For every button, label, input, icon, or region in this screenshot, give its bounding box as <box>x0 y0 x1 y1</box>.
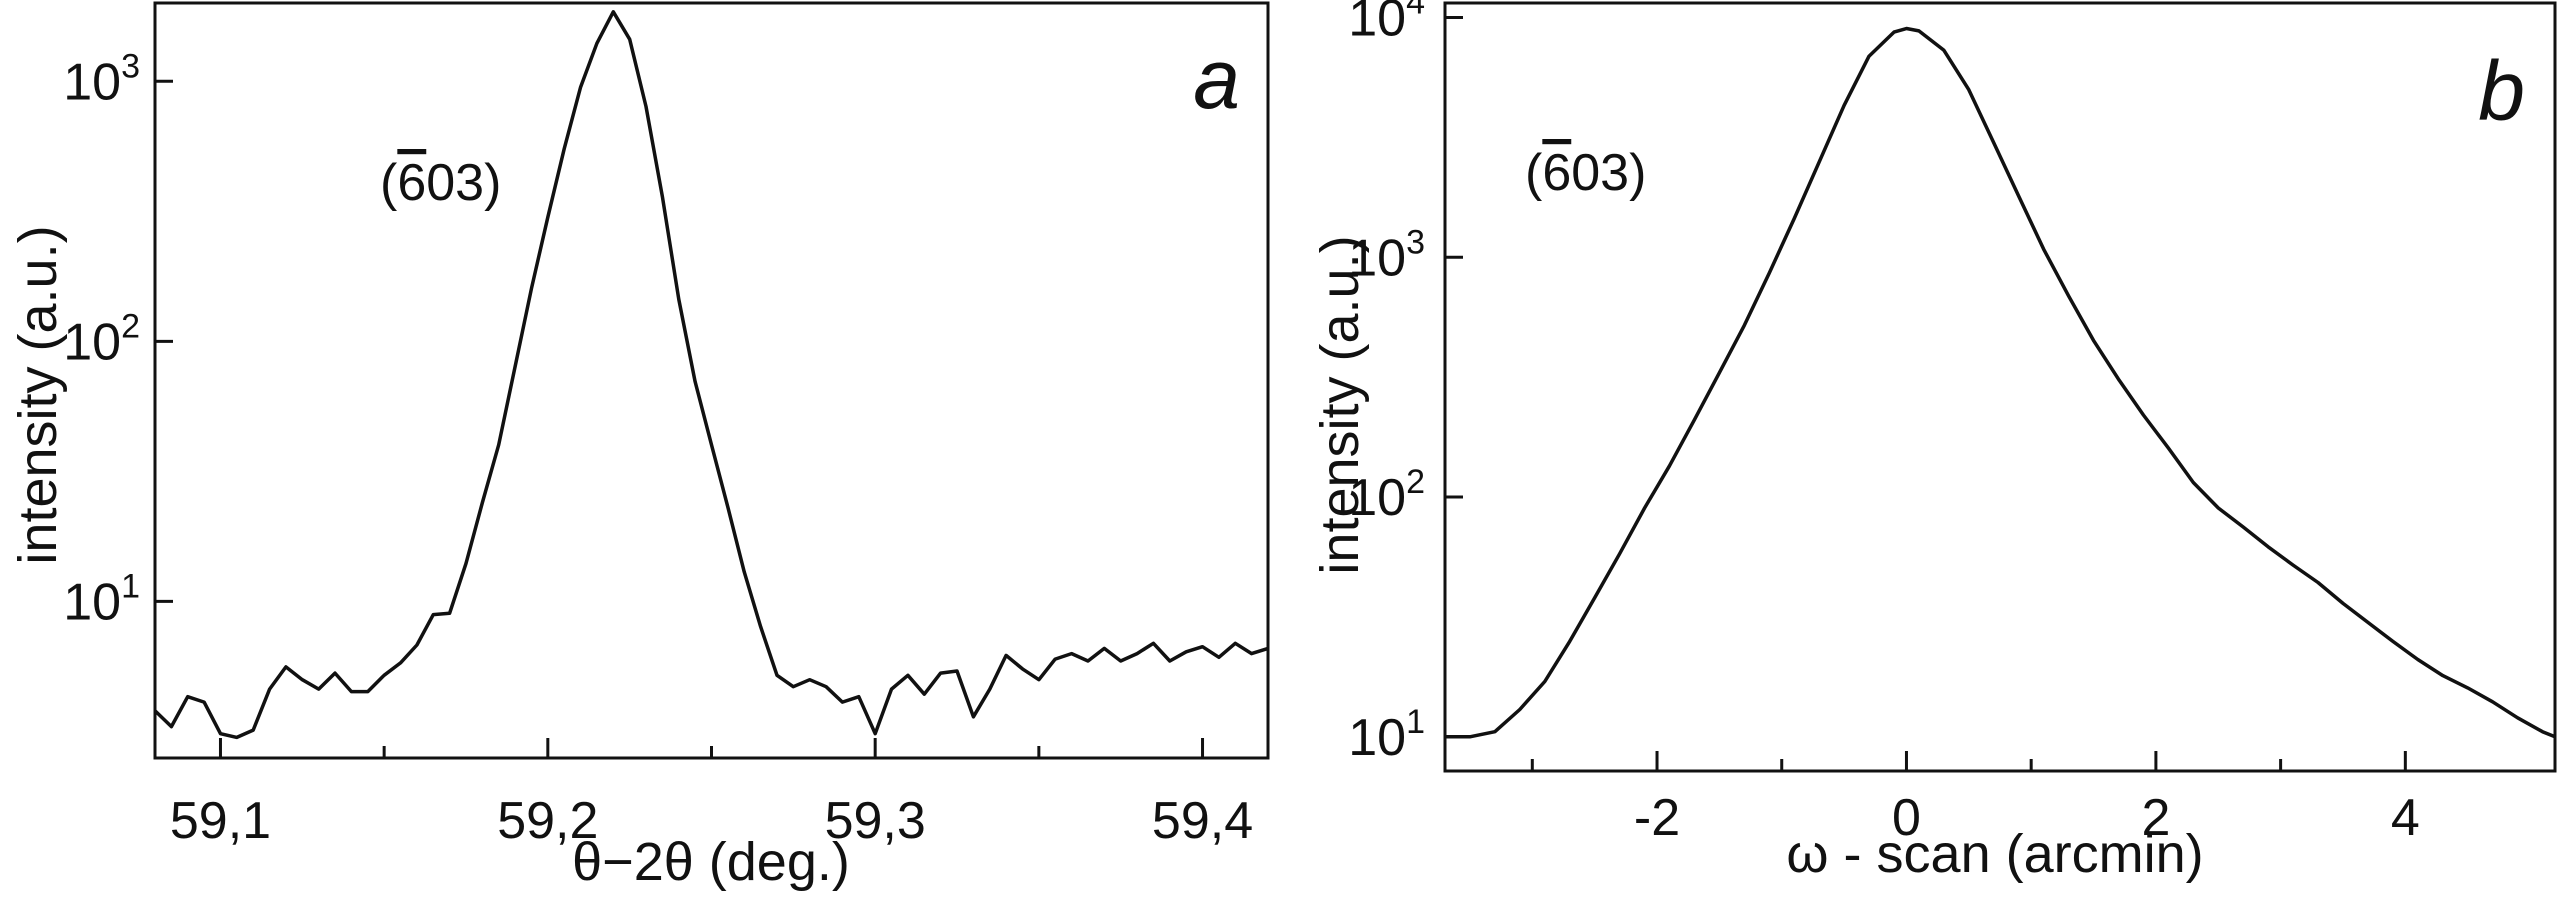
x-tick-label: 4 <box>2391 789 2420 847</box>
panel-a-x-axis-ticks: 59,1 59,2 59,3 59,4 <box>170 738 1253 850</box>
y-tick-label: 104 <box>1348 0 1425 48</box>
panel-b-reflection-annotation: (603) <box>1525 144 1646 202</box>
panel-a-y-axis-ticks: 101 102 103 <box>63 47 173 631</box>
y-tick-label: 101 <box>1348 703 1425 767</box>
x-tick-label: -2 <box>1634 789 1680 847</box>
x-tick-label: 59,2 <box>497 792 598 850</box>
panel-a-plot-frame <box>153 1 1270 760</box>
panel-b-x-axis-ticks: -2 0 2 4 <box>1530 751 2420 847</box>
panel-b-x-axis-title: ω - scan (arcmin) <box>1786 824 2203 884</box>
panel-b-y-axis-title: intensity (a.u.) <box>1310 235 1370 574</box>
x-tick-label: 0 <box>1892 789 1921 847</box>
panel-a-intensity-curve <box>153 10 1269 740</box>
x-tick-label: 59,3 <box>825 792 926 850</box>
y-tick-label: 103 <box>1348 223 1425 287</box>
x-tick-label: 59,4 <box>1152 792 1253 850</box>
y-tick-label: 102 <box>1348 463 1425 527</box>
y-tick-label: 101 <box>63 567 140 631</box>
panel-a-reflection-annotation: (603) <box>380 154 501 212</box>
x-tick-label: 59,1 <box>170 792 271 850</box>
panel-b-intensity-curve <box>1445 26 2556 739</box>
panel-a-letter: a <box>1193 32 1240 126</box>
panel-a-chart: 59,1 59,2 59,3 59,4 101 102 103 a (603) θ−2θ … <box>8 1 1270 892</box>
panel-a-x-axis-title: θ−2θ (deg.) <box>572 832 850 892</box>
panel-b-y-axis-ticks: 101 102 103 104 <box>1348 0 1463 767</box>
x-tick-label: 2 <box>2141 789 2170 847</box>
y-tick-label: 102 <box>63 307 140 371</box>
panel-b-chart: -2 0 2 4 101 102 103 104 b (603) ω - scan (arc… <box>1310 0 2557 884</box>
panel-b-plot-frame <box>1443 1 2557 773</box>
panel-b-letter: b <box>2478 44 2525 138</box>
panel-a-y-axis-title: intensity (a.u.) <box>8 225 68 564</box>
y-tick-label: 103 <box>63 47 140 111</box>
